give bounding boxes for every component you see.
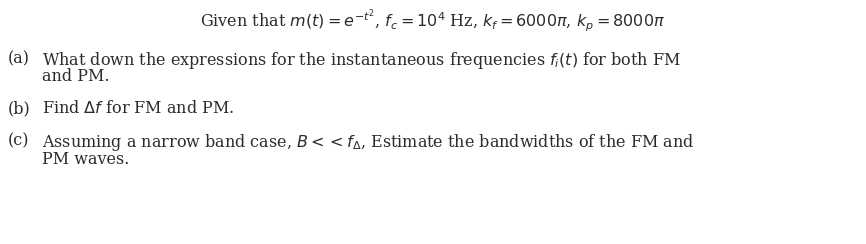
Text: PM waves.: PM waves. — [42, 151, 129, 168]
Text: (a): (a) — [8, 50, 30, 67]
Text: and PM.: and PM. — [42, 68, 109, 85]
Text: What down the expressions for the instantaneous frequencies $f_i(t)$ for both FM: What down the expressions for the instan… — [42, 50, 681, 71]
Text: (c): (c) — [8, 132, 29, 149]
Text: Find $\Delta f$ for FM and PM.: Find $\Delta f$ for FM and PM. — [42, 100, 235, 117]
Text: Assuming a narrow band case, $B << f_{\Delta}$, Estimate the bandwidths of the F: Assuming a narrow band case, $B << f_{\D… — [42, 132, 695, 153]
Text: (b): (b) — [8, 100, 31, 117]
Text: Given that $m(t) = e^{-t^2}$, $f_c = 10^4$ Hz, $k_f = 6000\pi$, $k_p = 8000\pi$: Given that $m(t) = e^{-t^2}$, $f_c = 10^… — [200, 8, 666, 35]
